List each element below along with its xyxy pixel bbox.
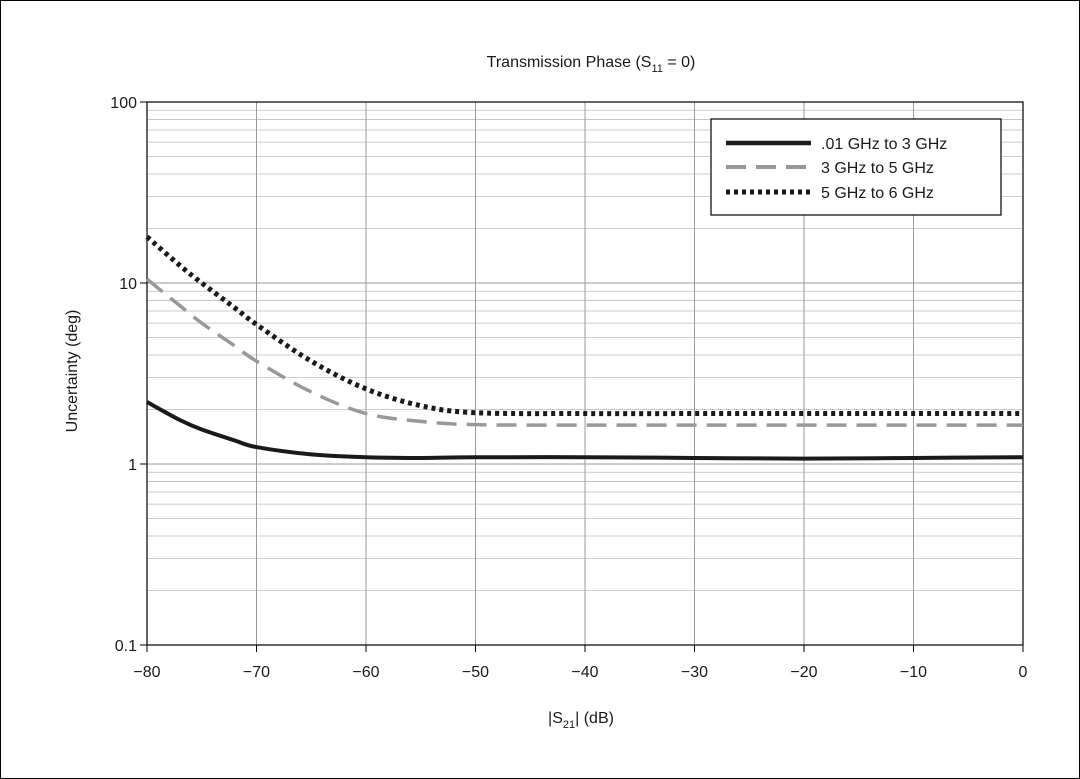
- chart-title: Transmission Phase (S11 = 0): [487, 54, 696, 75]
- x-tick-label: −10: [900, 664, 927, 681]
- chart-title-subscript: 11: [651, 63, 662, 75]
- y-tick-label: 100: [110, 95, 137, 112]
- x-tick-label: −20: [790, 664, 817, 681]
- x-axis-label: |S21| (dB): [548, 710, 614, 731]
- series-layer: [145, 234, 1024, 461]
- series-line-1: [146, 400, 1024, 461]
- x-tick-label: −70: [243, 664, 270, 681]
- x-axis-label-suffix: | (dB): [575, 710, 614, 727]
- y-tick-label: 0.1: [115, 638, 137, 655]
- x-tick-label: 0: [1019, 664, 1028, 681]
- y-axis-ticks: 0.1 1 10 100: [110, 95, 147, 655]
- x-tick-label: −60: [352, 664, 379, 681]
- y-tick-label: 1: [128, 457, 137, 474]
- series-line-3: [145, 234, 1023, 417]
- chart-title-prefix: Transmission Phase (S: [487, 54, 652, 71]
- legend-label-3: 5 GHz to 6 GHz: [821, 185, 934, 202]
- legend: .01 GHz to 3 GHz 3 GHz to 5 GHz 5 GHz to…: [710, 118, 1002, 216]
- x-tick-label: −50: [462, 664, 489, 681]
- legend-label-2: 3 GHz to 5 GHz: [821, 160, 934, 177]
- x-tick-label: −30: [681, 664, 708, 681]
- legend-label-1: .01 GHz to 3 GHz: [821, 136, 947, 153]
- y-axis-label: Uncertainty (deg): [64, 310, 81, 433]
- y-tick-label: 10: [119, 276, 137, 293]
- x-tick-label: −40: [571, 664, 598, 681]
- x-axis-ticks: −80 −70 −60 −50 −40 −30 −20 −10 0: [133, 645, 1028, 681]
- x-axis-label-subscript: 21: [563, 719, 575, 731]
- series-line-2: [145, 277, 1023, 427]
- chart-title-suffix: = 0): [663, 54, 695, 71]
- x-axis-label-prefix: |S: [548, 710, 563, 727]
- x-tick-label: −80: [133, 664, 160, 681]
